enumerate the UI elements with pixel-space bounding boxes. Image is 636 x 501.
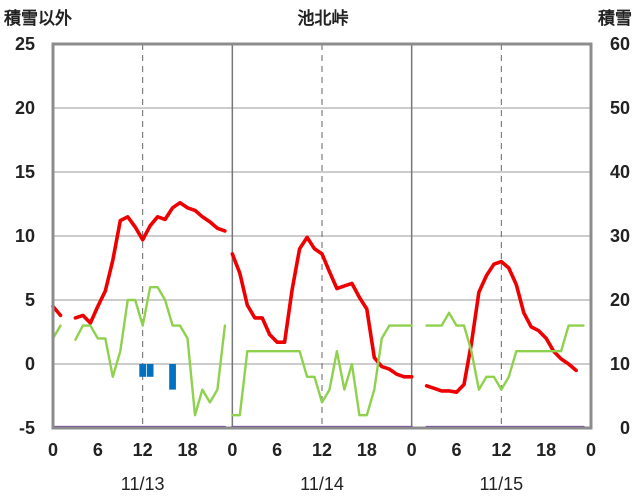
left-tick-label: 0: [25, 354, 35, 374]
left-tick-label: 20: [15, 98, 35, 118]
series-line-2: [74, 286, 227, 417]
right-axis-ticks: 60 50 40 30 20 10 0: [610, 34, 630, 438]
hour-tick-label: 0: [227, 440, 237, 460]
right-tick-label: 50: [610, 98, 630, 118]
date-label: 11/13: [121, 474, 165, 494]
series-line-2: [425, 311, 585, 391]
x-axis-date-labels: 11/13 11/14 11/15: [121, 474, 523, 494]
right-tick-label: 10: [610, 354, 630, 374]
hour-tick-label: 6: [93, 440, 103, 460]
hour-tick-label: 12: [312, 440, 332, 460]
right-tick-label: 30: [610, 226, 630, 246]
hour-tick-label: 0: [48, 440, 58, 460]
hour-tick-label: 18: [177, 440, 197, 460]
date-label: 11/15: [479, 474, 523, 494]
hour-tick-label: 18: [357, 440, 377, 460]
series-line-1: [230, 235, 414, 379]
hour-tick-label: 18: [536, 440, 556, 460]
left-tick-label: -5: [19, 418, 35, 438]
bar-mark: [146, 364, 154, 377]
hour-tick-label: 12: [491, 440, 511, 460]
left-axis-ticks: 25 20 15 10 5 0 -5: [15, 34, 35, 438]
right-tick-label: 40: [610, 162, 630, 182]
left-axis-title: 積雪以外: [4, 8, 72, 28]
left-tick-label: 5: [25, 290, 35, 310]
series-line-2: [231, 324, 413, 417]
series-line-1: [73, 200, 227, 325]
plot-frame: [51, 42, 593, 430]
frame-layer: [51, 42, 593, 430]
bar-mark: [139, 364, 147, 377]
hour-tick-label: 0: [586, 440, 596, 460]
left-tick-label: 10: [15, 226, 35, 246]
hour-tick-label: 6: [272, 440, 282, 460]
bar-mark: [169, 364, 176, 390]
bars-layer: [139, 364, 176, 390]
right-tick-label: 0: [620, 418, 630, 438]
series-line-1: [424, 259, 578, 395]
chart-title: 池北峠: [298, 8, 349, 28]
right-tick-label: 20: [610, 290, 630, 310]
x-axis-hour-ticks: 0 6 12 18 0 6 12 18 0 6 12 18 0: [48, 440, 596, 460]
hour-tick-label: 6: [451, 440, 461, 460]
left-tick-label: 15: [15, 162, 35, 182]
hour-tick-label: 12: [133, 440, 153, 460]
right-tick-label: 60: [610, 34, 630, 54]
right-axis-title: 積雪: [598, 8, 632, 28]
left-tick-label: 25: [15, 34, 35, 54]
hour-tick-label: 0: [407, 440, 417, 460]
date-label: 11/14: [300, 474, 344, 494]
